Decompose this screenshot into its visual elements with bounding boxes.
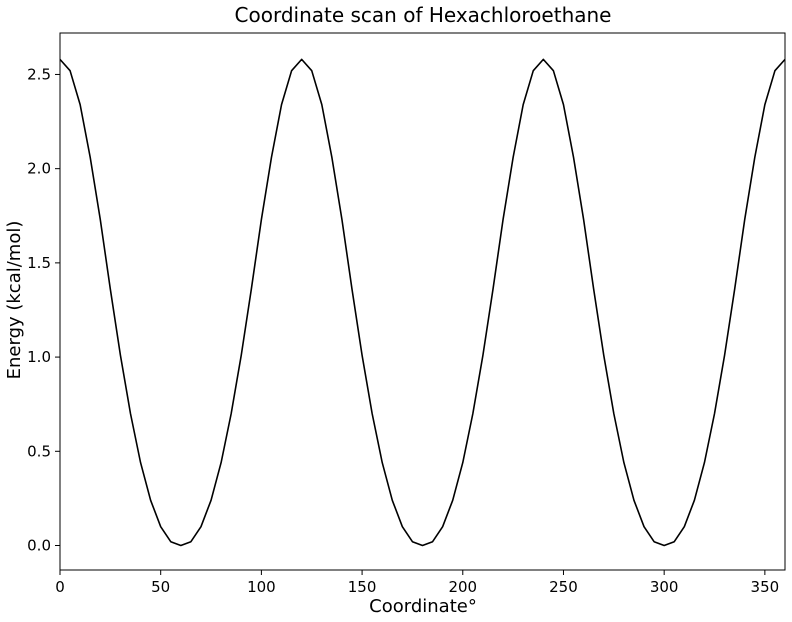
- series-line: [59, 58, 786, 547]
- plot-frame: [59, 32, 786, 571]
- y-tick-label: 1.0: [27, 348, 51, 366]
- y-axis-ticks: 0.0 0.5 1.0 1.5 2.0 2.5: [27, 65, 60, 555]
- x-tick-label: 100: [247, 578, 276, 596]
- x-tick-label: 250: [549, 578, 578, 596]
- x-axis-ticks: 0 50 100 150 200 250 300 350: [55, 570, 779, 596]
- x-tick-label: 300: [650, 578, 679, 596]
- y-tick-label: 0.0: [27, 537, 51, 555]
- x-tick-label: 200: [448, 578, 477, 596]
- plot-area: [59, 58, 786, 547]
- x-tick-label: 350: [751, 578, 780, 596]
- y-tick-label: 2.0: [27, 160, 51, 178]
- x-tick-label: 0: [55, 578, 65, 596]
- x-tick-label: 150: [348, 578, 377, 596]
- x-tick-label: 50: [151, 578, 170, 596]
- y-axis-label: Energy (kcal/mol): [4, 221, 25, 380]
- y-tick-label: 0.5: [27, 442, 51, 460]
- x-axis-label: Coordinate°: [369, 596, 477, 617]
- y-tick-label: 2.5: [27, 65, 51, 83]
- y-tick-label: 1.5: [27, 254, 51, 272]
- chart-title: Coordinate scan of Hexachloroethane: [235, 3, 612, 27]
